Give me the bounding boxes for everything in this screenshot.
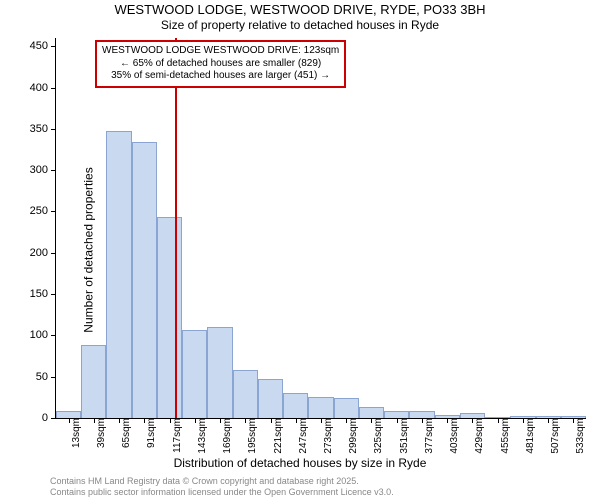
x-tick-label: 273sqm [321,418,334,454]
histogram-bar [409,411,434,418]
x-tick-label: 143sqm [195,418,208,454]
y-tick-label: 300 [30,164,56,176]
x-tick-label: 39sqm [94,418,107,448]
histogram-bar [207,327,232,418]
x-tick-label: 247sqm [296,418,309,454]
histogram-bar [233,370,258,418]
x-tick-label: 299sqm [346,418,359,454]
y-tick-label: 150 [30,288,56,300]
x-tick-label: 507sqm [548,418,561,454]
y-tick-label: 350 [30,123,56,135]
x-tick-label: 91sqm [144,418,157,448]
histogram-bar [359,407,384,418]
y-tick-label: 450 [30,40,56,52]
footer-attribution: Contains HM Land Registry data © Crown c… [50,476,394,498]
y-tick-label: 0 [42,412,56,424]
x-tick-label: 351sqm [397,418,410,454]
x-tick-label: 403sqm [447,418,460,454]
histogram-bar [157,217,182,418]
histogram-bar [308,397,333,418]
x-tick-label: 455sqm [498,418,511,454]
reference-line [175,38,177,418]
histogram-bar [132,142,157,418]
x-tick-label: 117sqm [170,418,183,453]
chart-title-main: WESTWOOD LODGE, WESTWOOD DRIVE, RYDE, PO… [0,2,600,17]
y-tick-label: 100 [30,329,56,341]
x-tick-label: 169sqm [220,418,233,454]
annotation-line1: WESTWOOD LODGE WESTWOOD DRIVE: 123sqm [102,45,339,56]
histogram-bar [81,345,106,418]
x-tick-label: 13sqm [69,418,82,448]
chart-title-sub: Size of property relative to detached ho… [0,18,600,32]
histogram-bar [258,379,283,418]
x-tick-label: 195sqm [245,418,258,454]
annotation-box: WESTWOOD LODGE WESTWOOD DRIVE: 123sqm ← … [95,40,346,88]
x-tick-label: 481sqm [523,418,536,454]
x-tick-label: 377sqm [422,418,435,454]
histogram-bar [283,393,308,418]
x-tick-label: 221sqm [271,418,284,454]
histogram-bar [334,398,359,418]
x-axis-label: Distribution of detached houses by size … [0,456,600,470]
y-tick-label: 250 [30,205,56,217]
x-tick-label: 429sqm [472,418,485,454]
histogram-bar [384,411,409,418]
histogram-bar [106,131,131,418]
plot-area: 05010015020025030035040045013sqm39sqm65s… [55,38,586,419]
y-tick-label: 400 [30,82,56,94]
histogram-bar [182,330,207,418]
footer-line2: Contains public sector information licen… [50,487,394,497]
histogram-bar [56,411,81,418]
x-tick-label: 325sqm [371,418,384,454]
annotation-line2: ← 65% of detached houses are smaller (82… [120,58,321,69]
footer-line1: Contains HM Land Registry data © Crown c… [50,476,359,486]
annotation-line3: 35% of semi-detached houses are larger (… [111,70,330,81]
x-tick-label: 65sqm [119,418,132,448]
y-tick-label: 50 [36,371,56,383]
chart-container: WESTWOOD LODGE, WESTWOOD DRIVE, RYDE, PO… [0,0,600,500]
x-tick-label: 533sqm [573,418,586,454]
y-tick-label: 200 [30,247,56,259]
